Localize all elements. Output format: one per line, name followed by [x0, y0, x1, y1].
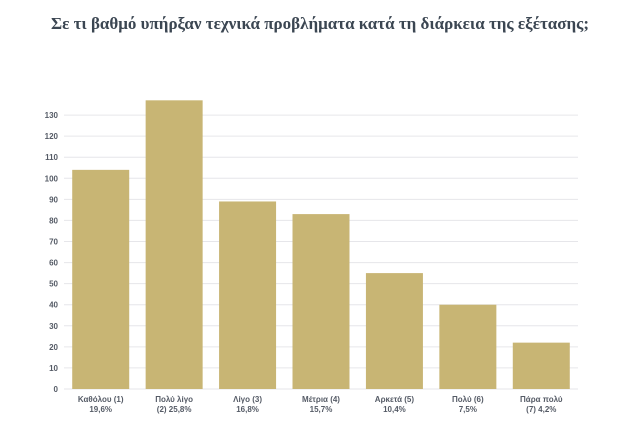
- bar[interactable]: [365, 273, 423, 389]
- x-tick-label: Πάρα πολύ: [520, 395, 563, 404]
- x-tick-label: 7,5%: [459, 405, 477, 414]
- bar[interactable]: [145, 100, 203, 390]
- x-tick-label: Λίγο (3): [233, 395, 262, 404]
- x-tick-label: Πολύ (6): [452, 395, 484, 404]
- x-tick-label: 16,8%: [236, 405, 259, 414]
- y-tick-label: 80: [49, 216, 58, 225]
- bar[interactable]: [512, 342, 570, 389]
- y-tick-label: 70: [49, 238, 58, 247]
- y-tick-label: 100: [45, 174, 59, 183]
- bar[interactable]: [72, 169, 130, 389]
- y-tick-label: 30: [49, 322, 58, 331]
- y-tick-label: 50: [49, 280, 58, 289]
- y-tick-label: 120: [45, 132, 59, 141]
- y-tick-label: 90: [49, 195, 58, 204]
- bar[interactable]: [219, 201, 277, 389]
- x-tick-label: 19,6%: [89, 405, 112, 414]
- x-tick-label: Καθόλου (1): [78, 395, 124, 404]
- y-tick-label: 130: [45, 111, 59, 120]
- bar[interactable]: [439, 304, 497, 389]
- chart-title: Σε τι βαθμό υπήρξαν τεχνικά προβλήματα κ…: [50, 14, 590, 33]
- x-tick-label: (7) 4,2%: [526, 405, 556, 414]
- y-tick-label: 60: [49, 259, 58, 268]
- y-tick-label: 110: [45, 153, 58, 162]
- bar[interactable]: [292, 214, 350, 389]
- y-tick-label: 0: [54, 385, 59, 394]
- x-tick-label: (2) 25,8%: [157, 405, 192, 414]
- x-tick-label: Αρκετά (5): [375, 395, 415, 404]
- y-tick-label: 40: [49, 301, 58, 310]
- x-tick-label: 15,7%: [310, 405, 333, 414]
- x-tick-label: Μέτρια (4): [302, 395, 340, 404]
- x-tick-label: Πολύ λίγο: [155, 395, 193, 404]
- y-tick-label: 10: [49, 364, 58, 373]
- x-tick-label: 10,4%: [383, 405, 406, 414]
- y-tick-label: 20: [49, 343, 58, 352]
